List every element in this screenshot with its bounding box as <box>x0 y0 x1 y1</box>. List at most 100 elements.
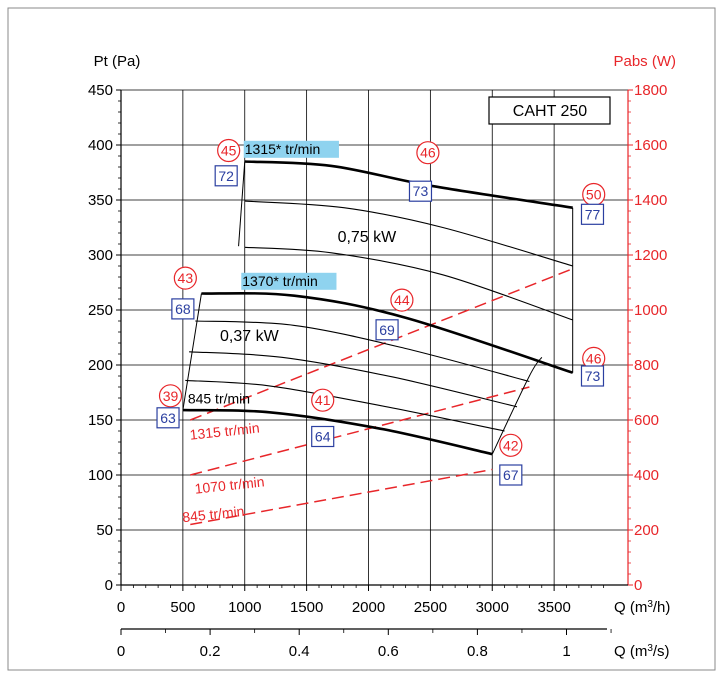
grid-horizontal <box>121 89 628 531</box>
x-primary-axis-label: Q (m3/h) <box>614 599 670 617</box>
power-curve-0 <box>190 268 573 421</box>
circle-marker <box>173 266 197 290</box>
y-right-tick-label: 0 <box>634 577 642 594</box>
x2-tick-label: 0.8 <box>467 643 488 660</box>
x-primary-axis-label-sup: 3 <box>647 599 653 610</box>
x2-tick-label: 0 <box>117 643 125 660</box>
y-right-tick-label: 1800 <box>634 82 667 99</box>
box-marker-label: 67 <box>503 467 519 483</box>
y-right-tick-label: 1000 <box>634 302 667 319</box>
box-marker <box>156 407 180 429</box>
x2-tick-label: 0.6 <box>378 643 399 660</box>
box-marker-label: 73 <box>585 368 601 384</box>
box-marker-label: 72 <box>218 168 234 184</box>
pressure-curve-3 <box>201 291 574 374</box>
circle-marker-label: 46 <box>586 350 602 366</box>
x-tick-label: 0 <box>117 599 125 616</box>
box-marker-label: 63 <box>160 410 176 426</box>
pressure-curve-0 <box>244 160 573 209</box>
box-marker-label: 73 <box>413 183 429 199</box>
power-curve-label: 845 tr/min <box>182 503 246 525</box>
pressure-curve-2 <box>244 246 573 321</box>
x-tick-label: 2000 <box>352 599 385 616</box>
y-left-tick-label: 100 <box>88 467 113 484</box>
model-label-box <box>488 96 611 125</box>
box-marker <box>171 298 195 320</box>
y-right-tick-label: 800 <box>634 357 659 374</box>
y-right-axis-label: Pabs (W) <box>613 53 676 70</box>
y-left-tick-label: 400 <box>88 137 113 154</box>
circle-marker <box>311 388 335 412</box>
y-left-tick-label: 200 <box>88 357 113 374</box>
circle-marker-label: 43 <box>178 270 194 286</box>
box-marker <box>499 464 523 486</box>
x-secondary-axis-label-main: Q (m <box>614 643 647 660</box>
box-marker <box>580 203 605 225</box>
power-curve-1 <box>190 386 530 476</box>
circle-marker <box>158 384 183 408</box>
circle-marker-label: 42 <box>503 437 519 453</box>
y-right-tick-label: 600 <box>634 412 659 429</box>
y-right-tick-label: 200 <box>634 522 659 539</box>
speed-label-highlight <box>241 272 337 290</box>
speed-label: 845 tr/min <box>188 391 250 407</box>
power-rating-label: 0,75 kW <box>338 229 398 246</box>
circle-marker-label: 39 <box>163 388 179 404</box>
pressure-curve-1 <box>244 200 573 267</box>
speed-label: 1315* tr/min <box>245 141 320 157</box>
x-tick-label: 1000 <box>228 599 261 616</box>
y-right-tick-label: 1600 <box>634 137 667 154</box>
circle-marker-label: 50 <box>586 187 602 203</box>
y-left-tick-label: 50 <box>96 522 113 539</box>
x-secondary-axis-label-end: /s) <box>653 643 670 660</box>
boundary-line-1 <box>182 293 202 411</box>
y-left-tick-label: 450 <box>88 82 113 99</box>
pressure-curve-4 <box>195 320 530 383</box>
circle-marker-label: 41 <box>315 392 331 408</box>
box-marker <box>375 319 399 341</box>
pressure-curve-5 <box>189 351 518 408</box>
boundary-line-0 <box>238 161 246 247</box>
x-secondary-axis-label-sup: 3 <box>647 643 653 654</box>
circle-marker-label: 45 <box>221 143 237 159</box>
circle-marker <box>416 141 440 165</box>
y-left-tick-label: 300 <box>88 247 113 264</box>
model-label: CAHT 250 <box>513 103 588 120</box>
circle-marker-label: 44 <box>394 292 410 308</box>
x-primary-axis-label-main: Q (m <box>614 599 647 616</box>
x-tick-label: 1500 <box>290 599 323 616</box>
y-left-tick-label: 150 <box>88 412 113 429</box>
y-left-tick-label: 0 <box>105 577 113 594</box>
y-left-tick-label: 350 <box>88 192 113 209</box>
x2-tick-label: 1 <box>562 643 570 660</box>
power-curve-label: 1070 tr/min <box>194 473 265 496</box>
x-tick-label: 2500 <box>414 599 447 616</box>
box-marker <box>408 180 433 202</box>
circle-marker <box>217 138 241 163</box>
box-marker-label: 68 <box>175 301 191 317</box>
y-left-tick-label: 250 <box>88 302 113 319</box>
box-marker-label: 69 <box>379 322 395 338</box>
box-marker <box>580 365 605 387</box>
y-right-tick-label: 1200 <box>634 247 667 264</box>
circle-marker <box>499 433 523 457</box>
box-marker-label: 64 <box>315 429 331 445</box>
y-right-tick-label: 1400 <box>634 192 667 209</box>
speed-label-highlight <box>243 140 339 158</box>
x2-tick-label: 0.2 <box>200 643 221 660</box>
y-left-axis-label: Pt (Pa) <box>94 53 141 70</box>
x-tick-label: 3000 <box>476 599 509 616</box>
x-tick-label: 500 <box>170 599 195 616</box>
circle-marker-label: 46 <box>420 145 436 161</box>
x-secondary-axis-label: Q (m3/s) <box>614 643 670 661</box>
power-rating-label: 0,37 kW <box>220 328 280 345</box>
box-marker <box>311 425 335 448</box>
boundary-line-2 <box>491 357 543 455</box>
speed-label: 1370* tr/min <box>242 273 317 289</box>
y-right-tick-label: 400 <box>634 467 659 484</box>
x-tick-label: 3500 <box>537 599 570 616</box>
box-marker-label: 77 <box>585 206 601 222</box>
x-primary-axis-label-end: /h) <box>653 599 671 616</box>
